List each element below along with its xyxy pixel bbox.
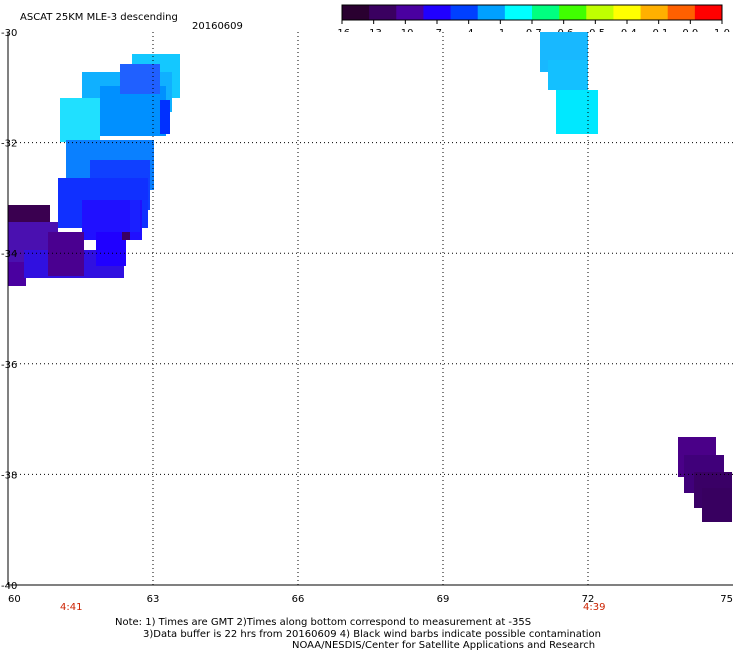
lon-labels: 60 63 66 69 72 75	[8, 594, 733, 605]
colorbar-segment	[586, 5, 614, 20]
colorbar-segment	[694, 5, 723, 20]
colorbar-segment	[423, 5, 452, 20]
colorbar-segment	[450, 5, 479, 20]
northeast-swath	[540, 32, 598, 134]
lat-labels: -30 -32 -34 -36 -38 -40	[1, 28, 17, 592]
colorbar-segment	[613, 5, 642, 20]
colorbar-segments	[342, 5, 723, 20]
colorbar-segment	[559, 5, 587, 20]
lon-label: 66	[292, 594, 305, 605]
lon-label: 60	[8, 594, 21, 605]
map-date: 20160609	[192, 21, 243, 32]
colorbar-segment	[667, 5, 696, 20]
note-line-1: Note: 1) Times are GMT 2)Times along bot…	[115, 617, 531, 628]
lat-label: -40	[1, 581, 17, 592]
colorbar-segment	[342, 5, 370, 20]
lat-label: -36	[1, 360, 17, 371]
colorbar-segment	[396, 5, 424, 20]
colorbar-segment	[532, 5, 560, 20]
lon-label: 69	[437, 594, 450, 605]
note-line-2: 3)Data buffer is 22 hrs from 20160609 4)…	[143, 629, 601, 640]
lon-label: 63	[147, 594, 160, 605]
lat-label: -30	[1, 28, 17, 39]
time-label-right: 4:39	[583, 602, 605, 613]
colorbar-segment	[640, 5, 669, 20]
colorbar-segment	[477, 5, 506, 20]
lat-label: -34	[1, 249, 17, 260]
lon-label: 72	[582, 594, 595, 605]
lat-label: -38	[1, 470, 17, 481]
colorbar-segment	[504, 5, 533, 20]
note-line-3: NOAA/NESDIS/Center for Satellite Applica…	[292, 640, 595, 650]
colorbar-segment	[369, 5, 397, 20]
grid-lines	[8, 32, 733, 585]
map-title: ASCAT 25KM MLE-3 descending	[20, 12, 178, 23]
lat-label: -32	[1, 139, 17, 150]
map-plot	[7, 32, 733, 586]
west-swath	[8, 54, 180, 286]
lon-label: 75	[720, 594, 733, 605]
southeast-swath	[678, 437, 732, 522]
time-label-left: 4:41	[60, 602, 82, 613]
